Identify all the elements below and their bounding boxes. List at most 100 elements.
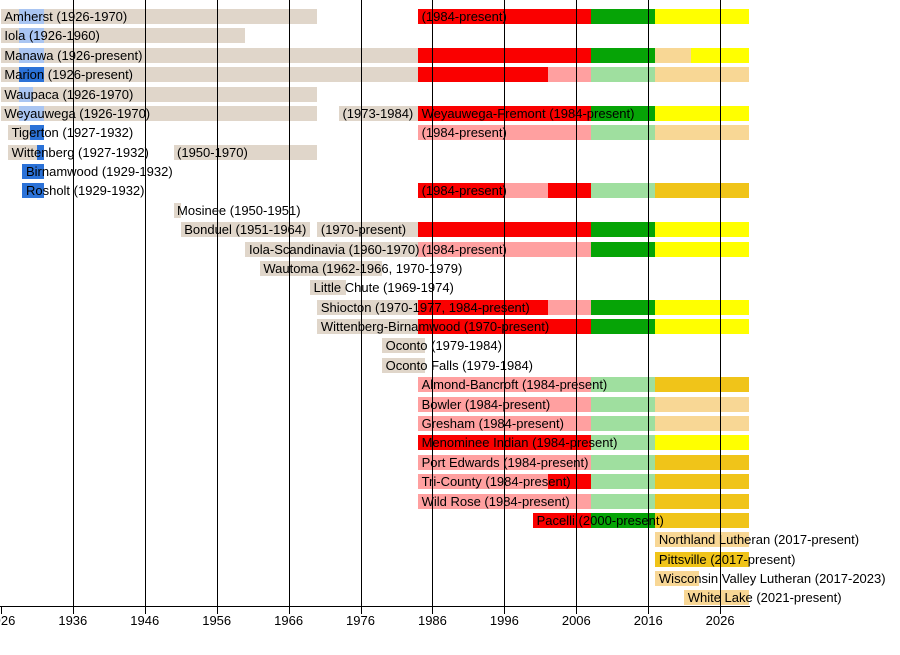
x-axis-tick xyxy=(73,606,74,614)
bar-segment-paleorange xyxy=(684,590,749,605)
bar-segment-tan xyxy=(0,28,246,43)
row-label: Pittsville (2017-present) xyxy=(658,552,796,567)
bar-segment-paleorange xyxy=(655,48,692,63)
bar-segment-tan xyxy=(0,9,318,24)
bar-segment-tan xyxy=(259,261,383,276)
bar-segment-lightgreen xyxy=(590,397,656,412)
x-axis-tick xyxy=(648,606,649,614)
bar-segment-yellow xyxy=(655,242,749,257)
bar-segment-tan xyxy=(173,145,318,160)
bar-segment-red xyxy=(418,67,548,82)
bar-segment-lightblue xyxy=(18,28,45,43)
x-axis-tick-label: 1976 xyxy=(346,613,375,628)
row-label: Amherst (1926-1970) xyxy=(4,9,128,24)
bar-segment-green xyxy=(590,319,656,334)
x-axis-tick xyxy=(720,606,721,614)
gridline xyxy=(217,0,218,606)
bar-segment-paleorange xyxy=(655,532,749,547)
row-label: Bowler (1984-present) xyxy=(421,397,551,412)
bar-segment-green xyxy=(590,106,656,121)
x-axis-tick xyxy=(432,606,433,614)
gridline xyxy=(289,0,290,606)
bar-segment-green xyxy=(590,242,656,257)
row-label: Bonduel (1951-1964) xyxy=(184,222,307,237)
row-label: Shiocton (1970-1977, 1984-present) xyxy=(320,300,530,315)
row-label: Wittenberg (1927-1932) xyxy=(11,145,149,160)
gridline xyxy=(73,0,74,606)
bar-segment-lightgreen xyxy=(590,183,656,198)
bar-segment-tan xyxy=(317,300,419,315)
bar-segment-lightgreen xyxy=(590,125,656,140)
row-label: Northland Lutheran (2017-present) xyxy=(658,532,860,547)
row-label: Rosholt (1929-1932) xyxy=(25,183,145,198)
row-label: Port Edwards (1984-present) xyxy=(421,455,589,470)
bar-segment-lightblue xyxy=(18,9,45,24)
row-label: Oconto (1979-1984) xyxy=(385,338,502,353)
x-axis-tick-label: 2006 xyxy=(561,613,591,628)
gridline xyxy=(576,0,577,606)
row-label: Wild Rose (1984-present) xyxy=(421,494,570,509)
bar-segment-red xyxy=(547,183,591,198)
bar-segment-pink xyxy=(418,474,548,489)
x-axis-tick-label: 2026 xyxy=(705,613,735,628)
gridline xyxy=(648,0,649,606)
x-axis-line xyxy=(0,606,750,607)
bar-segment-lightgreen xyxy=(590,474,656,489)
row-label: Mosinee (1950-1951) xyxy=(177,203,301,218)
x-axis-tick-label: 1996 xyxy=(489,613,519,628)
bar-segment-tan xyxy=(310,280,347,295)
bar-segment-tan xyxy=(8,145,45,160)
bar-segment-blue xyxy=(36,145,45,160)
bar-segment-tan xyxy=(180,222,311,237)
row-label: Marion (1926-present) xyxy=(4,67,134,82)
bar-segment-lightblue xyxy=(18,106,45,121)
bar-segment-pink xyxy=(547,300,591,315)
bar-segment-tan xyxy=(338,106,419,121)
gridline xyxy=(145,0,146,606)
bar-segment-lightgreen xyxy=(590,435,656,450)
x-axis-tick xyxy=(217,606,218,614)
bar-segment-pink xyxy=(504,183,548,198)
bar-segment-tan xyxy=(382,338,426,353)
x-axis-tick-label: 1936 xyxy=(58,613,88,628)
bar-segment-yellow xyxy=(655,319,749,334)
x-axis-tick xyxy=(576,606,577,614)
bar-segment-tan xyxy=(0,48,419,63)
row-label: Pacelli (2000-present) xyxy=(536,513,664,528)
row-label: Weyauwega (1926-1970) xyxy=(4,106,151,121)
bar-segment-paleorange xyxy=(655,397,749,412)
x-axis-tick-label: 1966 xyxy=(274,613,304,628)
row-label: Waupaca (1926-1970) xyxy=(4,87,134,102)
bar-segment-red xyxy=(547,474,591,489)
x-axis-tick-label: 2016 xyxy=(633,613,663,628)
bar-segment-tan xyxy=(0,67,419,82)
x-axis-tick xyxy=(361,606,362,614)
bar-segment-paleorange xyxy=(655,125,749,140)
x-axis-tick xyxy=(289,606,290,614)
bar-segment-lightblue xyxy=(18,48,45,63)
bar-segment-gold xyxy=(655,513,749,528)
bar-segment-yellow xyxy=(655,435,749,450)
bar-segment-gold xyxy=(655,494,749,509)
bar-segment-paleorange xyxy=(655,416,749,431)
bar-segment-blue xyxy=(29,125,45,140)
bar-segment-pink xyxy=(547,67,591,82)
bar-segment-yellow xyxy=(655,300,749,315)
bar-segment-tan xyxy=(0,87,318,102)
row-label: Menominee Indian (1984-present) xyxy=(421,435,618,450)
row-label: Wittenberg-Birnamwood (1970-present) xyxy=(320,319,550,334)
x-axis-tick xyxy=(145,606,146,614)
bar-segment-tan xyxy=(317,319,419,334)
x-axis-tick-label: 1926 xyxy=(0,613,16,628)
bar-segment-gold xyxy=(655,183,749,198)
x-axis-tick xyxy=(1,606,2,614)
row-label: White Lake (2021-present) xyxy=(687,590,842,605)
row-label: (1973-1984) xyxy=(342,106,414,121)
row-label: (1950-1970) xyxy=(177,145,248,160)
row-label: Tigerton (1927-1932) xyxy=(11,125,134,140)
row-label: Tri-County (1984-present) xyxy=(421,474,571,489)
row-label: Weyauwega-Fremont (1984-present) xyxy=(421,106,635,121)
bar-segment-green xyxy=(590,48,656,63)
bar-segment-tan xyxy=(0,106,318,121)
bar-segment-lightgreen xyxy=(590,67,656,82)
